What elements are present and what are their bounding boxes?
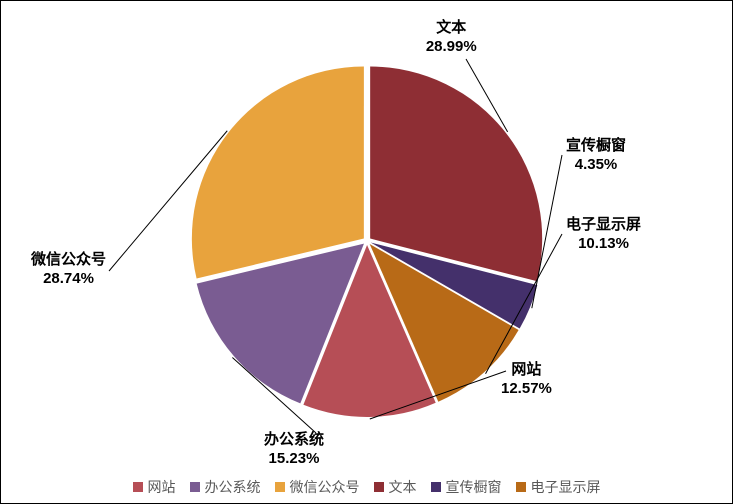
- pie-slice: [192, 67, 364, 279]
- slice-pct: 28.74%: [31, 270, 106, 289]
- slice-name: 宣传橱窗: [566, 137, 626, 156]
- slice-name: 办公系统: [264, 431, 324, 450]
- legend-label: 电子显示屏: [531, 477, 601, 497]
- slice-pct: 4.35%: [566, 156, 626, 175]
- legend-item: 微信公众号: [275, 477, 360, 497]
- legend-label: 微信公众号: [290, 477, 360, 497]
- legend-swatch: [374, 482, 384, 492]
- legend-label: 办公系统: [205, 477, 261, 497]
- legend-swatch: [431, 482, 441, 492]
- chart-frame: 文本28.99%宣传橱窗4.35%电子显示屏10.13%网站12.57%办公系统…: [0, 0, 733, 504]
- slice-name: 网站: [501, 361, 552, 380]
- slice-label: 文本28.99%: [426, 19, 477, 57]
- legend: 网站 办公系统 微信公众号 文本 宣传橱窗 电子显示屏: [1, 477, 732, 497]
- slice-label: 网站12.57%: [501, 361, 552, 399]
- slice-label: 办公系统15.23%: [264, 431, 324, 469]
- slice-label: 电子显示屏10.13%: [566, 216, 641, 254]
- legend-swatch: [516, 482, 526, 492]
- legend-item: 电子显示屏: [516, 477, 601, 497]
- legend-label: 文本: [389, 477, 417, 497]
- legend-label: 网站: [148, 477, 176, 497]
- slice-pct: 28.99%: [426, 38, 477, 57]
- slice-pct: 15.23%: [264, 450, 324, 469]
- slice-name: 文本: [426, 19, 477, 38]
- legend-label: 宣传橱窗: [446, 477, 502, 497]
- slice-name: 微信公众号: [31, 251, 106, 270]
- slice-label: 宣传橱窗4.35%: [566, 137, 626, 175]
- legend-swatch: [190, 482, 200, 492]
- legend-swatch: [275, 482, 285, 492]
- legend-item: 文本: [374, 477, 417, 497]
- legend-item: 网站: [133, 477, 176, 497]
- legend-swatch: [133, 482, 143, 492]
- slice-pct: 10.13%: [566, 235, 641, 254]
- legend-item: 宣传橱窗: [431, 477, 502, 497]
- slice-name: 电子显示屏: [566, 216, 641, 235]
- slice-pct: 12.57%: [501, 380, 552, 399]
- legend-item: 办公系统: [190, 477, 261, 497]
- slice-label: 微信公众号28.74%: [31, 251, 106, 289]
